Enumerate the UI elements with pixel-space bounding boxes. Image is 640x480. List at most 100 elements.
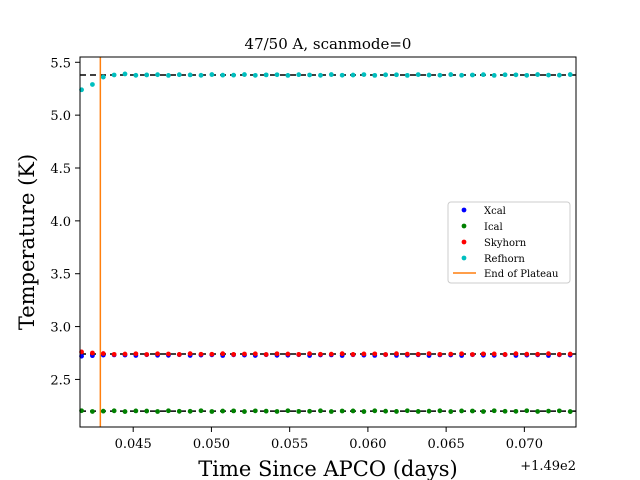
data-point-refhorn <box>556 72 562 78</box>
data-point-ical <box>437 408 443 414</box>
data-point-skyhorn <box>285 351 291 357</box>
data-point-ical <box>100 408 106 414</box>
data-point-refhorn <box>220 72 226 78</box>
y-tick-label: 5.0 <box>50 109 71 124</box>
data-point-refhorn <box>242 72 247 77</box>
data-point-refhorn <box>372 72 378 78</box>
data-point-skyhorn <box>242 351 247 357</box>
data-point-ical <box>318 408 323 414</box>
legend: Xcal Ical Skyhorn Refhorn End of Plateau <box>447 201 571 284</box>
data-point-refhorn <box>198 72 204 78</box>
data-point-refhorn <box>274 72 280 78</box>
data-point-ical <box>133 408 139 414</box>
data-point-refhorn <box>502 72 508 78</box>
data-point-ical <box>328 409 334 414</box>
data-point-ical <box>383 408 389 414</box>
data-point-skyhorn <box>100 351 106 356</box>
y-tick-label: 3.0 <box>50 321 71 336</box>
plot-frame <box>79 56 577 428</box>
data-point-refhorn <box>513 72 519 78</box>
data-point-refhorn <box>144 72 150 78</box>
data-point-refhorn <box>404 72 410 78</box>
data-point-skyhorn <box>361 351 367 357</box>
x-axis-ticks: 0.045 0.050 0.055 0.060 0.065 0.070 <box>115 427 543 452</box>
data-point-ical <box>242 409 247 414</box>
x-tick-label: 0.060 <box>349 437 386 452</box>
y-axis-ticks: 2.5 3.0 3.5 4.0 4.5 5.0 5.5 <box>50 56 80 388</box>
data-point-skyhorn <box>448 351 454 357</box>
legend-box <box>447 201 571 284</box>
data-point-ical <box>198 408 204 414</box>
data-point-skyhorn <box>307 351 312 357</box>
data-point-skyhorn <box>535 351 541 357</box>
y-tick-label: 2.5 <box>50 373 71 388</box>
data-point-ical <box>546 408 551 414</box>
data-point-skyhorn <box>144 352 150 357</box>
data-point-ical <box>502 408 508 414</box>
data-point-refhorn <box>339 72 345 78</box>
data-points <box>79 71 573 414</box>
data-point-refhorn <box>90 82 95 87</box>
data-point-ical <box>122 409 128 414</box>
data-point-refhorn <box>415 72 421 78</box>
data-point-refhorn <box>252 72 258 78</box>
y-tick-label: 4.0 <box>50 215 71 230</box>
data-point-ical <box>556 408 562 414</box>
data-point-refhorn <box>318 72 323 78</box>
y-tick-label: 4.5 <box>50 162 71 177</box>
data-point-ical <box>394 409 399 414</box>
data-point-refhorn <box>394 72 399 78</box>
data-point-refhorn <box>350 72 356 78</box>
data-point-skyhorn <box>252 351 258 357</box>
data-point-refhorn <box>285 72 291 78</box>
data-point-ical <box>307 408 312 414</box>
data-point-skyhorn <box>133 351 139 357</box>
data-point-skyhorn <box>426 351 432 357</box>
data-point-skyhorn <box>524 351 530 357</box>
data-point-skyhorn <box>556 351 562 357</box>
data-point-skyhorn <box>459 351 465 357</box>
data-point-skyhorn <box>513 351 519 357</box>
data-point-refhorn <box>122 71 128 77</box>
data-point-ical <box>111 408 117 414</box>
data-point-ical <box>426 408 432 414</box>
legend-marker-refhorn <box>461 255 467 261</box>
data-point-ical <box>459 408 465 414</box>
data-point-refhorn <box>546 72 551 78</box>
data-point-ical <box>524 408 530 414</box>
legend-label-refhorn: Refhorn <box>484 254 525 265</box>
data-point-skyhorn <box>350 352 356 357</box>
data-point-refhorn <box>524 72 530 78</box>
data-point-skyhorn <box>383 352 389 357</box>
y-tick-label: 3.5 <box>50 268 71 283</box>
x-tick-label: 0.055 <box>271 437 308 452</box>
data-point-ical <box>350 408 356 414</box>
data-point-ical <box>296 408 302 414</box>
data-point-refhorn <box>111 72 117 78</box>
data-point-refhorn <box>187 72 193 78</box>
data-point-refhorn <box>263 72 269 78</box>
data-point-skyhorn <box>470 352 475 357</box>
data-point-skyhorn <box>209 351 215 357</box>
data-point-skyhorn <box>491 351 497 357</box>
data-point-skyhorn <box>296 351 302 357</box>
data-point-ical <box>535 409 541 414</box>
data-point-refhorn <box>296 72 302 78</box>
data-point-refhorn <box>166 72 171 78</box>
data-point-skyhorn <box>404 351 410 357</box>
data-point-skyhorn <box>263 352 269 357</box>
data-point-refhorn <box>480 72 486 78</box>
data-point-skyhorn <box>111 351 117 357</box>
data-point-ical <box>209 409 215 414</box>
x-tick-label: 0.065 <box>428 437 465 452</box>
data-point-ical <box>372 408 378 414</box>
data-point-ical <box>252 408 258 414</box>
data-point-refhorn <box>470 72 475 78</box>
data-point-ical <box>176 408 182 414</box>
data-point-ical <box>567 409 573 414</box>
legend-label-skyhorn: Skyhorn <box>484 238 527 249</box>
x-tick-label: 0.050 <box>193 437 230 452</box>
data-point-refhorn <box>328 72 334 77</box>
data-point-refhorn <box>567 72 573 77</box>
